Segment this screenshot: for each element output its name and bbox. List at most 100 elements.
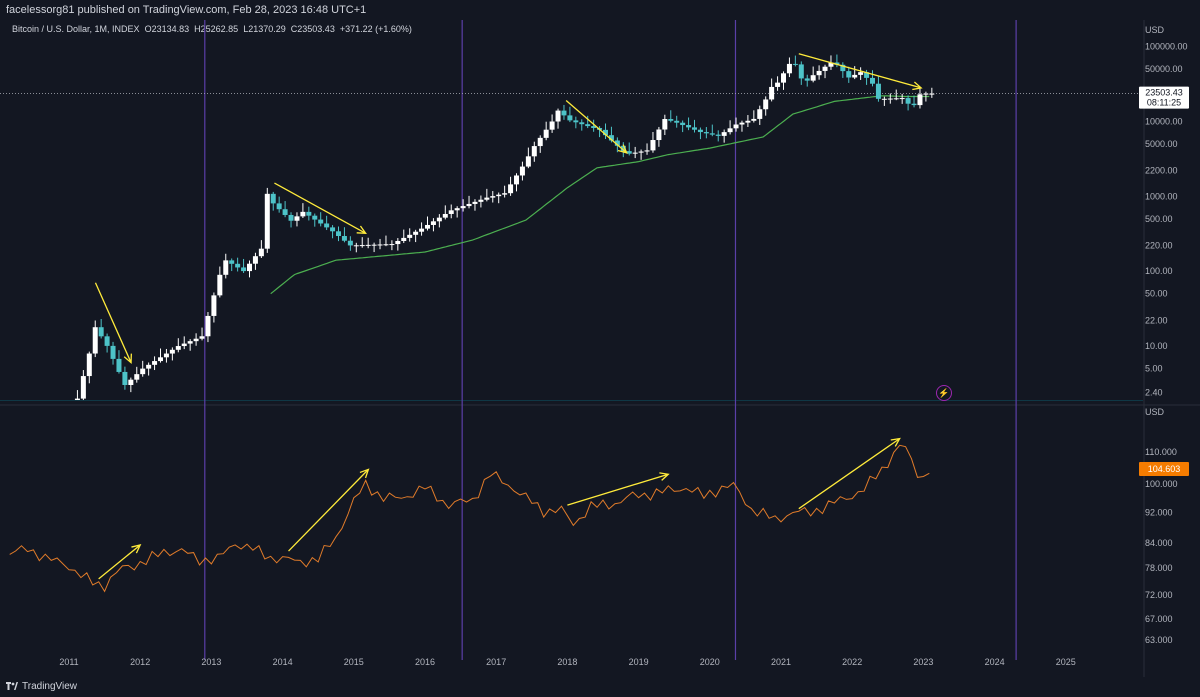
candle-body <box>193 338 199 342</box>
candle-body <box>561 110 567 116</box>
candle-body <box>312 215 318 220</box>
candle-body <box>697 129 703 133</box>
candle-body <box>834 62 840 65</box>
candle-body <box>638 151 644 153</box>
index-line-layer <box>9 444 930 593</box>
candle-body <box>276 203 282 210</box>
candle-body <box>727 128 733 133</box>
candle-body <box>816 70 822 76</box>
candle-body <box>870 77 875 84</box>
candle-body <box>377 244 383 246</box>
index-trend-arrow-head <box>359 468 370 479</box>
candle-body <box>134 374 140 380</box>
candle-body <box>864 72 870 78</box>
time-tick-label: 2018 <box>557 657 577 667</box>
candle-body <box>288 214 294 221</box>
candle-body <box>205 315 211 337</box>
candle-body <box>775 82 781 87</box>
index-axis: USD 110.000 100.000 92.000 84.000 78.000 72.00… <box>1145 407 1178 645</box>
candle-body <box>543 129 549 138</box>
candle-body <box>549 121 555 130</box>
price-axis: USD100000.0050000.0020000.0010000.005000… <box>1145 25 1188 397</box>
candle-body <box>110 345 116 359</box>
last-price-value: 23503.43 <box>1145 88 1183 98</box>
lightning-icon[interactable]: ⚡ <box>936 385 952 401</box>
price-trend-arrow-head <box>356 225 367 235</box>
tradingview-logo-icon <box>6 682 18 690</box>
candle-body <box>828 62 834 67</box>
candle-body <box>430 221 436 225</box>
candle-body <box>472 201 478 204</box>
candle-body <box>104 336 110 346</box>
candle-body <box>525 156 531 167</box>
price-tick-label: 50.00 <box>1145 289 1168 299</box>
candle-countdown: 08:11:25 <box>1147 98 1181 108</box>
candle-body <box>199 336 205 339</box>
candles-layer <box>74 54 935 400</box>
trend-arrows-layer <box>94 53 923 580</box>
time-tick-label: 2014 <box>273 657 293 667</box>
candle-body <box>484 197 490 200</box>
time-tick-label: 2019 <box>629 657 649 667</box>
candle-body <box>692 127 697 130</box>
index-trend-arrow <box>288 468 369 552</box>
index-trend-arrow <box>98 544 141 580</box>
candle-body <box>508 184 514 194</box>
candle-body <box>318 219 324 224</box>
time-tick-label: 2021 <box>771 657 791 667</box>
candle-body <box>128 379 134 385</box>
candle-body <box>721 132 727 136</box>
price-trend-arrow <box>565 100 628 154</box>
candle-body <box>715 134 721 136</box>
close-label: C <box>290 24 298 34</box>
price-trend-arrow-head <box>617 144 628 154</box>
candle-body <box>620 145 626 152</box>
time-tick-label: 2022 <box>842 657 862 667</box>
index-last-value: 104.603 <box>1148 464 1181 474</box>
candle-body <box>911 103 917 106</box>
candle-body <box>852 74 858 78</box>
candle-body <box>929 93 935 95</box>
candle-body <box>804 78 810 81</box>
candle-body <box>175 346 181 350</box>
price-tick-label: 5000.00 <box>1145 139 1178 149</box>
time-tick-label: 2025 <box>1056 657 1076 667</box>
index-trend-arrow-head <box>890 437 901 447</box>
candle-body <box>644 150 650 152</box>
last-price-badge <box>1139 86 1189 109</box>
price-tick-label: 10.00 <box>1145 341 1168 351</box>
publisher-bar: facelessorg81 published on TradingView.c… <box>0 0 1200 20</box>
candle-body <box>858 72 864 75</box>
price-tick-label: 100000.00 <box>1145 42 1188 52</box>
candle-body <box>341 236 347 241</box>
candle-body <box>650 140 656 151</box>
candle-body <box>383 244 389 246</box>
index-value-badge <box>1139 462 1189 477</box>
index-tick-label: 78.000 <box>1145 563 1173 573</box>
candle-body <box>158 357 163 362</box>
time-tick-label: 2017 <box>486 657 506 667</box>
price-trend-arrow <box>274 182 366 234</box>
candle-body <box>294 216 300 221</box>
candle-body <box>751 118 757 121</box>
chart-canvas[interactable]: USD100000.0050000.0020000.0010000.005000… <box>0 0 1200 677</box>
candle-body <box>786 63 792 74</box>
index-trend-arrow <box>567 473 669 506</box>
index-trend-arrow <box>798 438 901 510</box>
candle-body <box>923 93 929 95</box>
candle-body <box>460 206 466 209</box>
low-label: L <box>243 24 249 34</box>
candle-body <box>632 152 638 154</box>
candle-body <box>116 358 122 372</box>
time-tick-label: 2013 <box>201 657 221 667</box>
candle-body <box>306 211 312 216</box>
open-label: O <box>144 24 152 34</box>
candle-body <box>187 341 193 344</box>
candle-body <box>579 122 585 125</box>
candle-body <box>86 353 92 377</box>
candle-body <box>686 125 692 128</box>
symbol-legend: Bitcoin / U.S. Dollar, 1M, INDEX O23134.… <box>12 24 412 34</box>
price-tick-label: 2200.00 <box>1145 166 1178 176</box>
price-trend-arrow <box>798 53 922 89</box>
